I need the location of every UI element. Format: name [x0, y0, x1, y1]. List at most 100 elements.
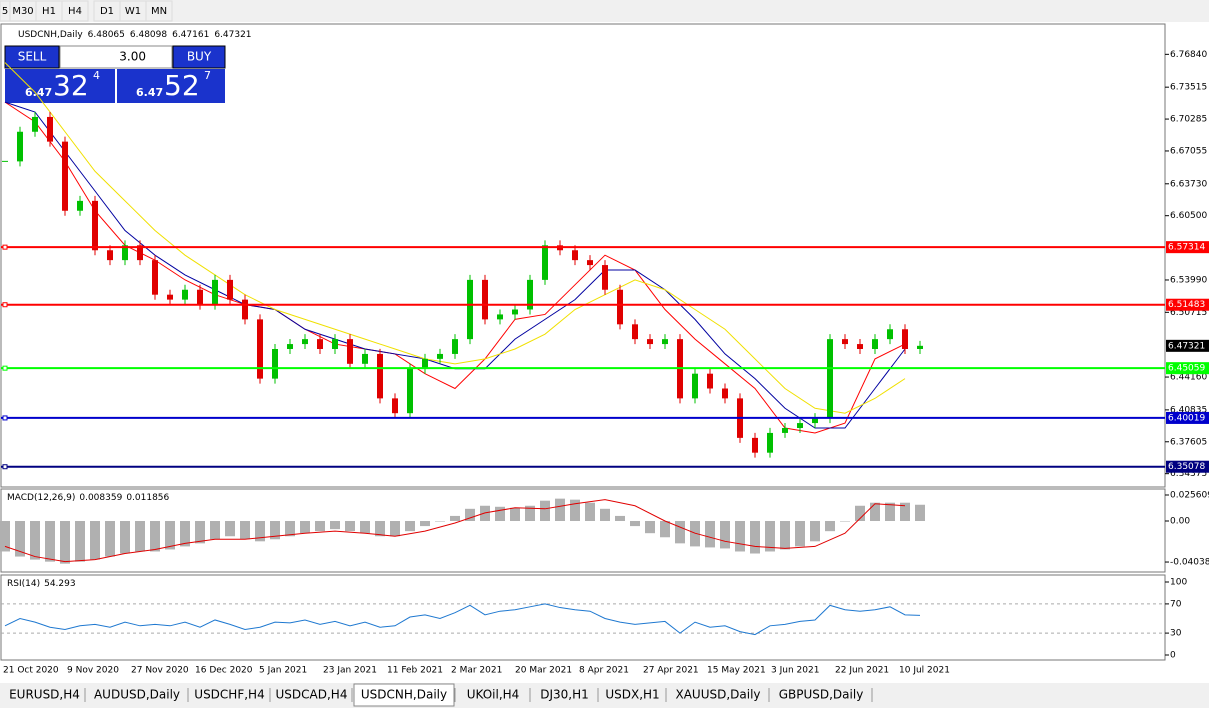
candle [827, 339, 833, 419]
tab[interactable] [532, 686, 597, 704]
macd-bar [870, 502, 880, 522]
candle [917, 345, 923, 349]
header-value: 6.48098 [130, 30, 167, 40]
macd-bar [660, 521, 670, 538]
y-tick-label: 100 [1170, 578, 1187, 588]
current-price-tag [1166, 339, 1209, 352]
candle [437, 353, 443, 359]
rsi-header: RSI(14) 54.293 [7, 579, 76, 589]
candle [767, 432, 773, 453]
timeframe-label: H4 [68, 6, 82, 17]
tab-label: USDCHF,H4 [194, 688, 264, 702]
y-tick-label: 6.76840 [1170, 50, 1207, 60]
rsi-pane [0, 574, 1166, 661]
macd-bar [60, 521, 70, 564]
x-tick-label: 21 Oct 2020 [3, 666, 59, 676]
x-tick-label: 16 Dec 2020 [195, 666, 253, 676]
x-tick-label: 23 Jan 2021 [323, 666, 377, 676]
x-tick-label: 5 Jan 2021 [259, 666, 307, 676]
timeframe-button[interactable] [145, 0, 173, 22]
timeframe-label: MN [151, 6, 167, 17]
timeframe-label: 5 [2, 6, 8, 17]
macd-bar [15, 521, 25, 557]
level-tag [1166, 460, 1209, 473]
candle [107, 250, 113, 261]
chart-header: USDCNH,Daily 6.48065 6.48098 6.47161 6.47321 [18, 30, 252, 40]
x-tick-label: 8 Apr 2021 [579, 666, 629, 676]
candle [227, 279, 233, 300]
tab[interactable] [272, 686, 351, 704]
tab-label: UKOil,H4 [467, 688, 520, 702]
y-tick-label: 6.50715 [1170, 308, 1207, 318]
macd-main: 0.008359 [79, 493, 122, 503]
buy-price-mid: 52 [164, 69, 200, 102]
macd-bar [0, 521, 10, 552]
level-handle [2, 415, 8, 421]
macd-bar [705, 521, 715, 548]
macd-bar [225, 521, 235, 537]
macd-bar [390, 521, 400, 537]
tab[interactable] [668, 686, 768, 704]
macd-bar [915, 504, 925, 522]
tab[interactable] [5, 686, 84, 704]
candle [167, 294, 173, 300]
candle [527, 279, 533, 310]
level-tag [1166, 362, 1209, 375]
candle [512, 309, 518, 315]
level-handle [2, 365, 8, 371]
candle [797, 423, 803, 428]
candle [62, 141, 68, 211]
y-tick-label: 6.67055 [1170, 146, 1207, 156]
candle [572, 250, 578, 261]
y-tick-label: 6.63730 [1170, 179, 1207, 189]
macd-bar [270, 521, 280, 540]
candle [722, 388, 728, 399]
candle [752, 437, 758, 453]
candle [197, 289, 203, 305]
candle [602, 265, 608, 290]
macd-bar [210, 521, 220, 540]
level-label: 6.45059 [1168, 364, 1205, 374]
candle [182, 289, 188, 300]
sell-button[interactable] [4, 45, 60, 69]
timeframe-label: D1 [100, 6, 114, 17]
macd-bar [585, 502, 595, 522]
macd-bar [330, 521, 340, 530]
header-value: 6.47161 [172, 30, 209, 40]
tab[interactable] [190, 686, 269, 704]
buy-button[interactable] [172, 45, 226, 69]
tab-label: EURUSD,H4 [9, 688, 80, 702]
candle [47, 116, 53, 142]
candle [812, 418, 818, 424]
tab[interactable] [457, 686, 529, 704]
volume-box [59, 45, 173, 69]
current-price-label: 6.47321 [1168, 341, 1205, 351]
macd-signal [4, 499, 906, 563]
tab[interactable] [87, 686, 187, 704]
tab[interactable] [353, 683, 455, 707]
macd-bar [495, 506, 505, 522]
macd-bar [360, 521, 370, 534]
sell-price-box [5, 69, 115, 103]
candle [647, 339, 653, 345]
tab[interactable] [771, 686, 871, 704]
y-tick-label: 6.53990 [1170, 275, 1207, 285]
macd-bar [570, 499, 580, 522]
macd-bar [600, 508, 610, 522]
tab-label: USDCAD,H4 [276, 688, 348, 702]
macd-signal-value: 0.011856 [126, 493, 169, 503]
macd-bar [900, 502, 910, 522]
tab-label: DJ30,H1 [540, 688, 589, 702]
timeframe-button[interactable] [61, 0, 89, 22]
macd-bar [75, 521, 85, 562]
y-tick-label: 6.40835 [1170, 405, 1207, 415]
macd-bar [840, 521, 850, 522]
y-tick-label: 6.73515 [1170, 83, 1207, 93]
candle [17, 131, 23, 162]
macd-bar [525, 505, 535, 522]
macd-bar [630, 521, 640, 527]
tab-label: AUDUSD,Daily [94, 688, 180, 702]
tab[interactable] [600, 686, 665, 704]
macd-bar [45, 521, 55, 562]
